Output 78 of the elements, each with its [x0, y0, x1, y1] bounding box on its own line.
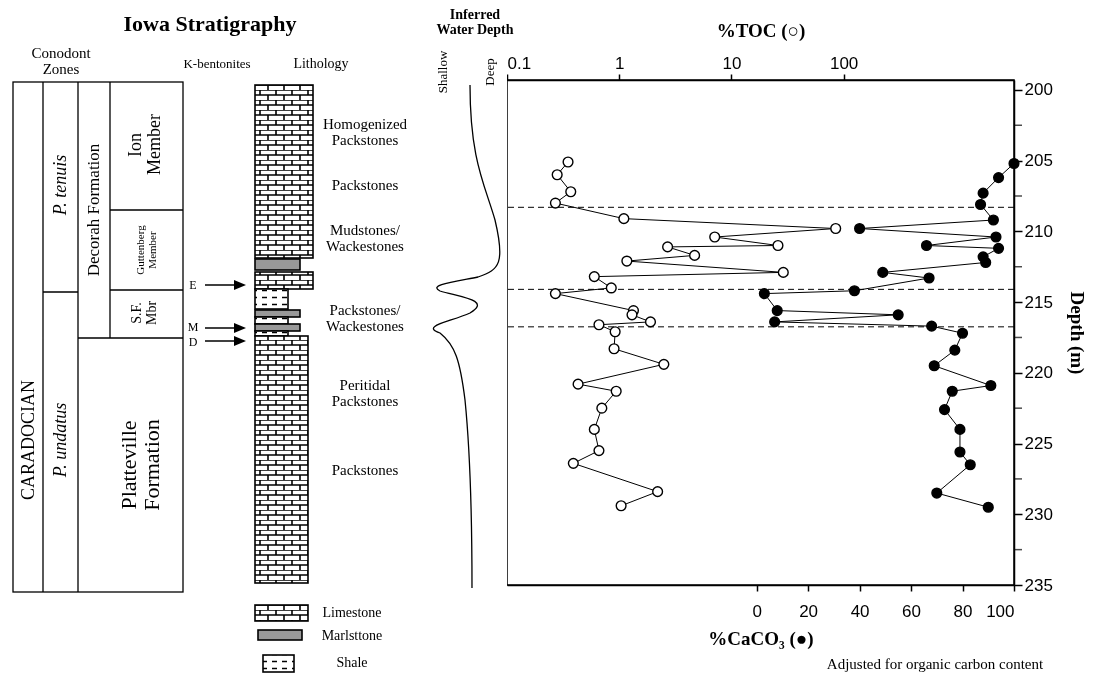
point [954, 446, 966, 458]
point [982, 501, 994, 513]
text: Packstones [330, 462, 400, 479]
text: Deep [482, 57, 498, 88]
y-axis-title: Depth (m) [1065, 291, 1088, 375]
x-tick-label: 0 [752, 601, 762, 621]
text: D [187, 334, 199, 349]
x-tick-label: 40 [850, 601, 870, 621]
text: P. tenuis [49, 153, 70, 218]
point [920, 239, 933, 252]
point [977, 187, 989, 199]
x-axis-title: %CaCO₃ (●) [708, 627, 814, 650]
point [928, 360, 940, 372]
point [990, 231, 1002, 243]
text: Guttenberg Member [134, 224, 159, 277]
text: Limestone [321, 604, 383, 621]
point [848, 285, 861, 297]
point [992, 172, 1005, 184]
text: Packstones/Wackestones [325, 302, 405, 335]
x-tick-label: 100 [986, 601, 1015, 621]
text: E [188, 277, 198, 292]
x2-axis-title: %TOC (○) [716, 19, 806, 42]
point [926, 320, 938, 332]
point [758, 288, 770, 300]
point [985, 379, 997, 392]
x-tick-label: 60 [902, 601, 922, 621]
y-tick-label: 225 [1024, 434, 1053, 454]
text: Conodont Zones [30, 45, 92, 78]
point [954, 423, 966, 435]
text: Iowa Stratigraphy [122, 11, 298, 37]
text: Inferred Water Depth [435, 7, 515, 38]
text: Mudstones/Wackestones [325, 222, 405, 255]
text: M [186, 319, 200, 334]
point [854, 222, 866, 235]
y-tick-label: 235 [1024, 575, 1053, 595]
y-tick-label: 215 [1024, 292, 1053, 312]
x-tick-label: 20 [799, 601, 819, 621]
text: Packstones [330, 177, 400, 194]
text: Marlsttone [320, 627, 384, 644]
x-tick-label: 80 [953, 601, 973, 621]
x2-tick-label: 1 [614, 53, 625, 73]
text: Homogenized Packstones [321, 116, 409, 149]
text: S.F. Mbr [129, 299, 160, 328]
point [923, 272, 935, 284]
text: Ion Member [125, 114, 164, 175]
x2-tick-label: 100 [829, 53, 859, 73]
point [964, 459, 976, 471]
text: Shale [335, 654, 369, 671]
point [938, 404, 951, 416]
text: CARADOCIAN [17, 379, 38, 502]
point [769, 316, 781, 328]
text: Platteville Formation [115, 418, 164, 513]
point [931, 487, 943, 499]
text: P. undatus [49, 401, 70, 480]
point [949, 344, 961, 356]
y-tick-label: 230 [1024, 504, 1053, 524]
point [980, 256, 992, 269]
point [987, 214, 999, 226]
y-tick-label: 205 [1024, 151, 1053, 171]
text: Adjusted for organic carbon content [825, 656, 1045, 673]
point [877, 266, 889, 278]
point [974, 198, 987, 211]
text: Lithology [292, 55, 350, 72]
y-tick-label: 220 [1024, 363, 1053, 383]
text: Shallow [435, 49, 451, 96]
text: Peritidal Packstones [330, 377, 400, 410]
x2-tick-label: 10 [722, 53, 742, 73]
point [946, 385, 958, 397]
point [956, 327, 969, 339]
x2-tick-label: 0.1 [507, 53, 532, 73]
y-tick-label: 210 [1024, 221, 1053, 241]
text: K-bentonites [182, 56, 252, 72]
text: Decorah Formation [84, 142, 104, 279]
point [1008, 157, 1020, 170]
point [892, 309, 904, 321]
point [771, 305, 783, 317]
point [992, 242, 1005, 254]
y-tick-label: 200 [1024, 80, 1053, 100]
